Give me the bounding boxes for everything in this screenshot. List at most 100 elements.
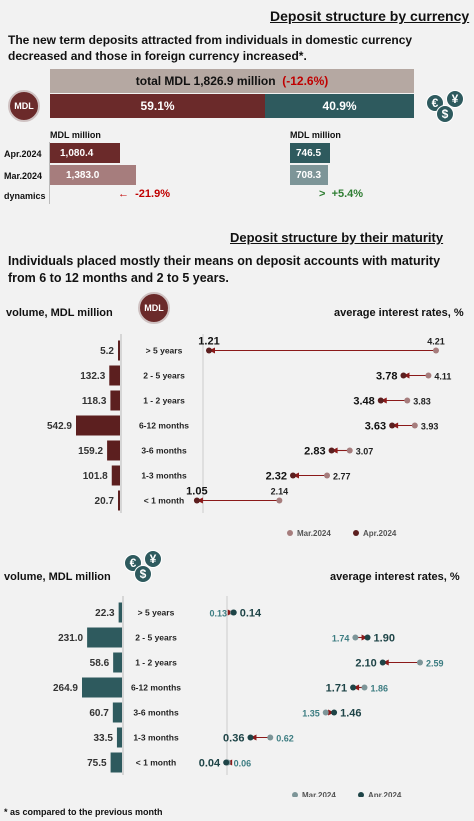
rate-point-mar [361,684,368,691]
rate-value-apr: 1.90 [374,633,395,645]
yen-icon: ¥ [144,550,162,568]
volume-label-mdl: volume, MDL million [6,307,113,319]
foreign-currency-icon: € ¥ $ [426,90,470,124]
maturity-category-label: 6-12 months [131,683,181,693]
maturity-category-label: 3-6 months [133,708,179,718]
row-label-dynamics: dynamics [4,191,46,201]
volume-value: 159.2 [78,446,103,457]
legend-label-mar: Mar.2024 [302,791,336,797]
fx-dynamics-value: +5.4% [331,188,364,200]
rate-value-apr: 3.63 [365,421,386,433]
rate-value-apr: 1.21 [198,336,219,348]
fx-mar-value: 708.3 [296,169,322,181]
legend-marker-mar [287,530,293,536]
volume-bar [82,677,122,698]
volume-value: 75.5 [87,758,107,769]
maturity-category-label: > 5 years [138,608,175,618]
rate-value-apr: 0.04 [199,758,221,770]
volume-bar [110,390,120,411]
yen-icon: ¥ [446,90,464,108]
volume-value: 5.2 [100,346,114,357]
legend-label-mar: Mar.2024 [297,529,331,538]
currency-subtitle: The new term deposits attracted from ind… [8,33,413,63]
rate-point-apr [389,422,396,429]
mdl-apr-bar: 1,080.4 [50,143,120,163]
rate-point-apr [206,347,212,354]
rate-value-apr: 2.10 [355,658,376,670]
rate-value-apr: 0.36 [223,733,244,745]
volume-value: 542.9 [47,421,72,432]
rate-value-mar: 4.11 [434,372,451,382]
rate-value-mar: 3.07 [356,447,374,457]
right-chevron-icon: > [319,188,326,200]
maturity-category-label: > 5 years [146,346,183,356]
legend-marker-apr [358,792,364,797]
rate-point-mar [433,347,439,354]
mdl-dynamics-value: -21.9% [135,188,170,200]
mdl-mar-bar: 1,383.0 [50,165,136,185]
maturity-category-label: 6-12 months [139,421,189,431]
volume-bar [116,727,122,748]
total-bar: total MDL 1,826.9 million (-12.6%) [50,69,414,93]
maturity-subtitle: Individuals placed mostly their means on… [8,254,441,285]
footnote: * as compared to the previous month [4,807,163,817]
left-arrow-icon: ← [118,188,129,200]
maturity-category-label: 2 - 5 years [143,371,185,381]
row-label-mar: Mar.2024 [4,171,43,181]
rate-point-apr [350,684,357,691]
volume-bar [113,652,122,673]
rate-value-mar: 1.86 [371,684,389,694]
unit-label-fx: MDL million [290,130,341,140]
currency-axis-divider [49,142,50,204]
rate-point-apr [379,659,386,666]
mdl-maturity-chart: 5.2 > 5 years 4.21 1.21 132.3 2 - 5 years 3.78… [47,334,451,538]
rate-value-mar: 1.35 [302,709,320,719]
maturity-category-label: 1 - 2 years [135,658,177,668]
dollar-icon: $ [134,565,152,583]
currency-section-title: Deposit structure by currency [270,8,470,24]
total-change: (-12.6%) [282,74,329,88]
rate-point-apr [400,372,407,379]
fx-share-label: 40.9% [322,99,357,113]
mdl-mar-value: 1,383.0 [66,169,100,181]
legend-label-apr: Apr.2024 [363,529,397,538]
rate-value-mar: 2.77 [333,472,351,482]
rate-value-mar: 0.62 [276,734,294,744]
mdl-apr-value: 1,080.4 [60,147,94,159]
rate-point-apr [377,397,384,404]
maturity-category-label: 2 - 5 years [135,633,177,643]
rate-value-mar: 1.74 [332,634,350,644]
unit-label-mdl: MDL million [50,130,101,140]
currency-share-bar: 59.1% 40.9% [50,94,414,118]
volume-value: 22.3 [95,608,115,619]
rate-value-mar: 0.06 [234,759,252,769]
legend-marker-mar [292,792,298,797]
rate-point-apr [328,447,335,454]
rate-point-mar [346,447,353,454]
volume-value: 132.3 [80,371,105,382]
volume-value: 118.3 [82,396,107,407]
fx-dynamics: > +5.4% [319,188,363,200]
fx-maturity-chart: 22.3 > 5 years 0.13 0.14 231.0 2 - 5 years 1.7… [53,596,444,797]
fx-share-segment: 40.9% [265,94,414,118]
volume-bar [110,752,122,773]
rate-point-mar [352,634,359,641]
volume-bar [118,602,122,623]
volume-bar [107,440,120,461]
rate-value-apr: 1.71 [326,683,347,695]
rate-point-apr [230,609,237,616]
rate-value-mar: 3.93 [421,422,439,432]
rate-value-mar: 2.59 [426,659,444,669]
rate-point-mar [404,397,411,404]
rate-point-apr [289,472,296,479]
rate-value-mar: 4.21 [427,337,445,347]
rate-point-mar [411,422,418,429]
volume-bar [76,415,120,436]
rate-value-apr: 2.83 [304,446,325,458]
fx-apr-bar: 746.5 [290,143,330,163]
dollar-icon: $ [436,105,454,123]
rate-point-apr [223,759,230,766]
maturity-category-label: < 1 month [144,496,184,506]
volume-value: 231.0 [58,633,83,644]
rate-value-apr: 2.32 [266,471,287,483]
